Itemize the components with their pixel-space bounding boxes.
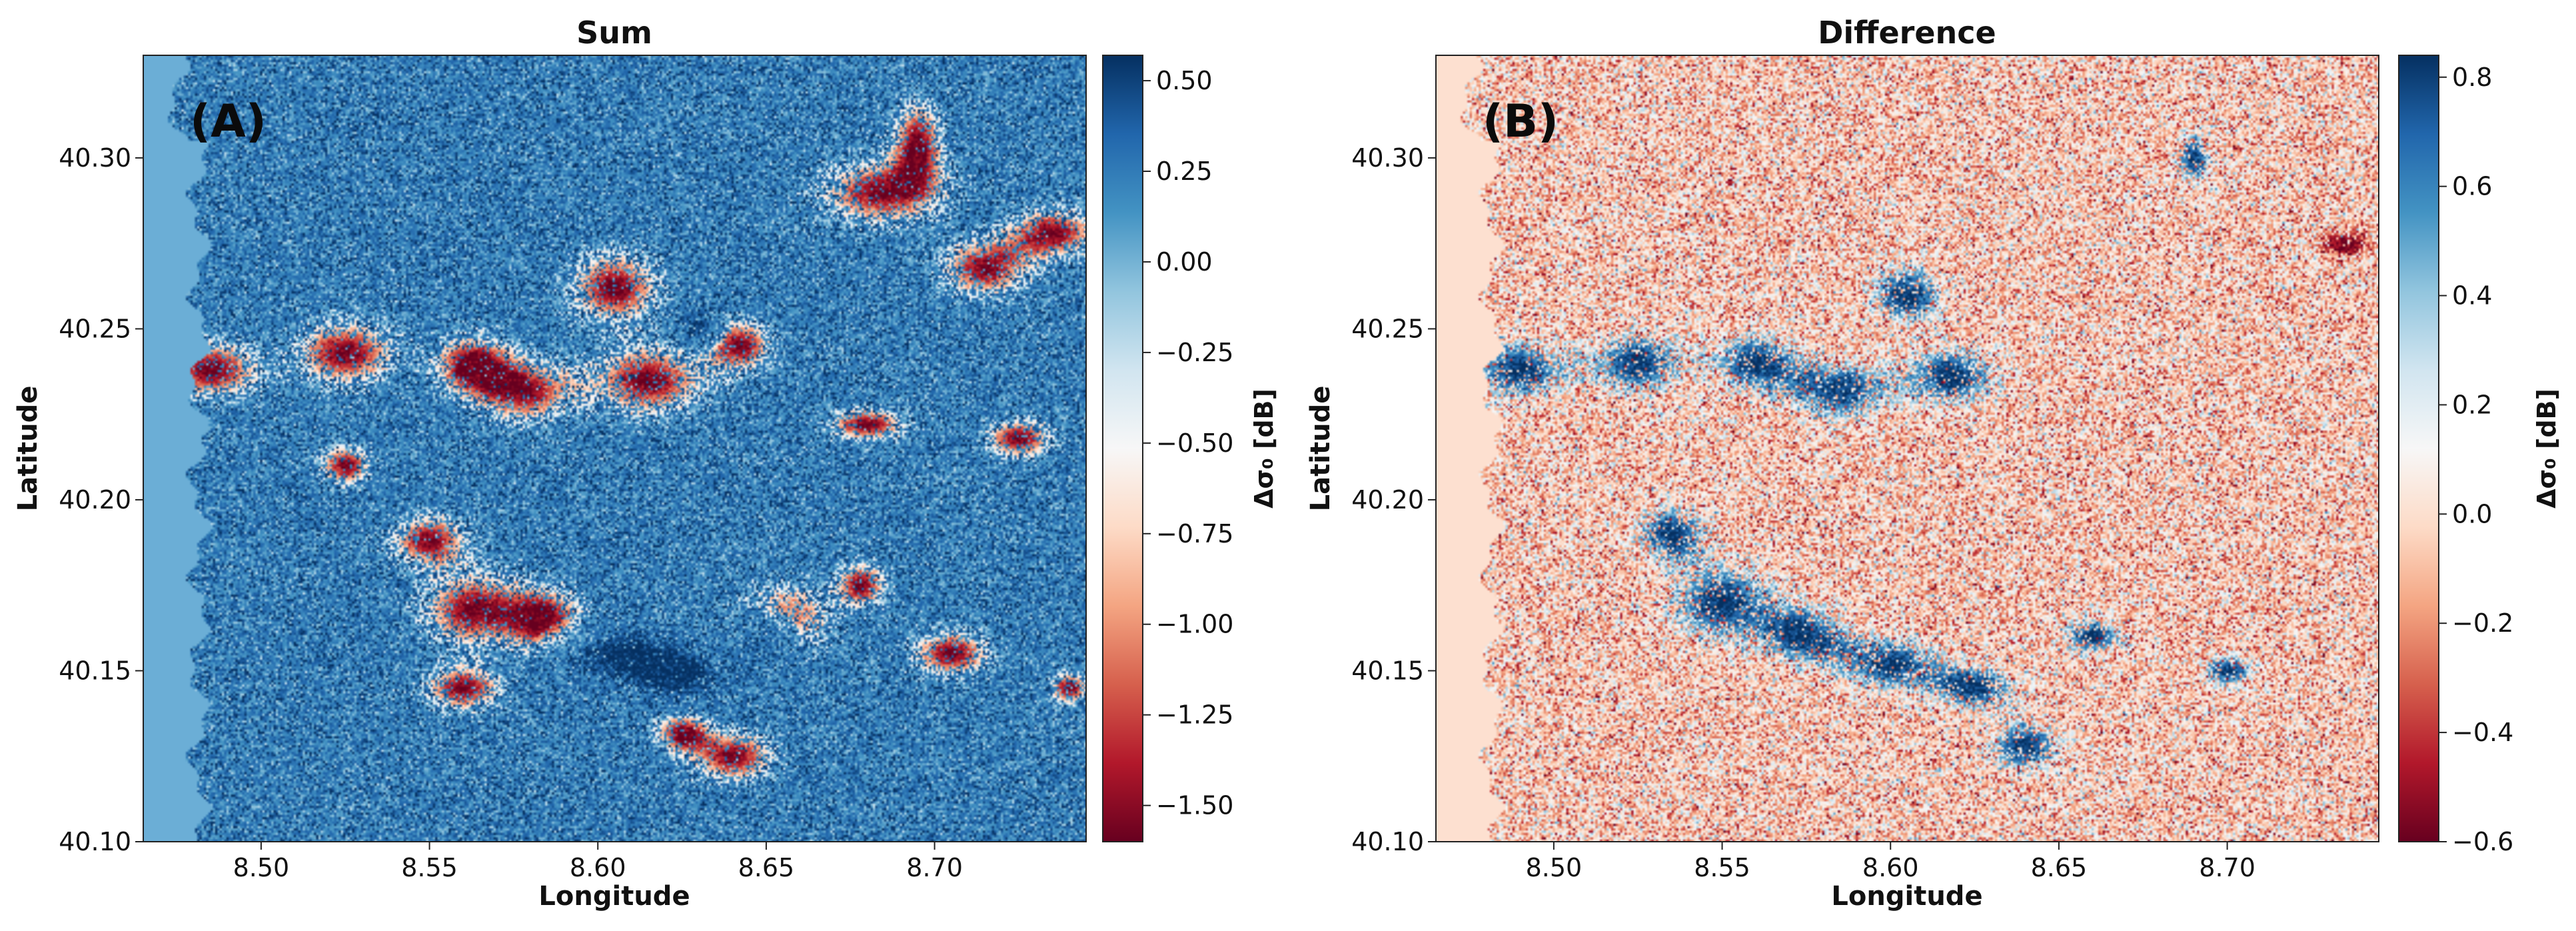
y-axis: 40.10 40.15 40.20 40.25 40.30 [1351,143,1436,856]
colorbar-label: Δσ₀ [dB] [2532,389,2561,508]
x-tick-label: 8.50 [1526,853,1583,882]
panel-difference: Difference (B) 8.50 8.55 8.60 8.65 8.70 40.1… [1305,15,2561,912]
heatmap-plot-area [1436,55,2379,842]
x-tick-label: 8.60 [570,853,626,882]
heatmap-plot-area [143,55,1086,842]
x-tick-label: 8.70 [2199,853,2255,882]
colorbar-tick-label: −1.50 [1156,791,1233,820]
x-tick-label: 8.55 [401,853,458,882]
x-axis: 8.50 8.55 8.60 8.65 8.70 [1526,842,2255,882]
y-tick-label: 40.15 [59,656,131,685]
colorbar-tick-label: −0.2 [2452,608,2513,638]
colorbar-tick-label: −0.4 [2452,718,2513,747]
panel-sum: Sum (A) 8.50 8.55 8.60 8.65 8.70 40.1040.154… [13,15,1279,912]
heatmap-image [1436,55,2379,842]
colorbar: 0.50 0.25 0.00 −0.25 −0.50 −0.75 −1.00 −1.25 −1.… [1102,55,1279,842]
y-axis: 40.10 40.15 40.20 40.25 40.30 [59,143,143,856]
x-tick-label: 8.70 [906,853,963,882]
y-tick-label: 40.25 [59,314,131,343]
x-axis-label: Longitude [1831,881,1982,912]
colorbar-gradient [2398,55,2439,842]
colorbar-tick-label: −1.00 [1156,610,1233,639]
panel-label: (B) [1483,95,1559,148]
x-tick-label: 8.65 [2031,853,2088,882]
x-tick-label: 8.55 [1694,853,1750,882]
heatmap-image [143,55,1086,842]
x-tick-label: 8.65 [738,853,795,882]
panel-title: Difference [1818,15,1996,51]
colorbar-tick-label: 0.2 [2452,390,2492,419]
colorbar-tick-label: 0.50 [1156,66,1213,95]
colorbar-label: Δσ₀ [dB] [1249,389,1279,508]
x-axis: 8.50 8.55 8.60 8.65 8.70 [233,842,963,882]
panel-label: (A) [190,95,267,148]
y-tick-label: 40.25 [1351,314,1424,343]
y-axis-label: Latitude [1305,386,1336,512]
x-tick-label: 8.60 [1862,853,1919,882]
y-tick-label: 40.30 [1351,143,1424,173]
colorbar-tick-label: −1.25 [1156,700,1233,730]
colorbar-tick-label: 0.4 [2452,281,2492,311]
panel-title: Sum [576,15,652,51]
colorbar-tick-label: 0.00 [1156,247,1213,277]
colorbar-ticks: 0.8 0.6 0.4 0.2 0.0 −0.2 −0.4 −0.6 [2439,63,2513,856]
plot-frame [143,55,1087,842]
y-tick-label: 40.20 [59,485,131,514]
colorbar-tick-label: 0.25 [1156,157,1213,186]
y-tick-label: 40.15 [1351,656,1424,685]
colorbar-tick-label: 0.8 [2452,63,2492,92]
colorbar-tick-label: 0.0 [2452,499,2492,528]
colorbar-tick-label: 0.6 [2452,172,2492,201]
colorbar-ticks: 0.50 0.25 0.00 −0.25 −0.50 −0.75 −1.00 −1.25 −1.… [1143,66,1233,820]
y-tick-label: 40.30 [59,143,131,173]
colorbar: 0.8 0.6 0.4 0.2 0.0 −0.2 −0.4 −0.6 Δσ₀ [dB] [2398,55,2561,856]
plot-frame [1435,55,2379,842]
x-axis-label: Longitude [538,881,690,912]
y-axis-label: Latitude [13,386,43,512]
x-tick-label: 8.50 [233,853,290,882]
y-tick-label: 40.10 [59,827,131,856]
y-tick-label: 40.10 [1351,827,1424,856]
colorbar-tick-label: −0.25 [1156,338,1233,367]
y-tick-label: 40.20 [1351,485,1424,514]
colorbar-tick-label: −0.6 [2452,827,2513,856]
colorbar-tick-label: −0.50 [1156,429,1233,458]
colorbar-gradient [1102,55,1143,842]
colorbar-tick-label: −0.75 [1156,519,1233,548]
